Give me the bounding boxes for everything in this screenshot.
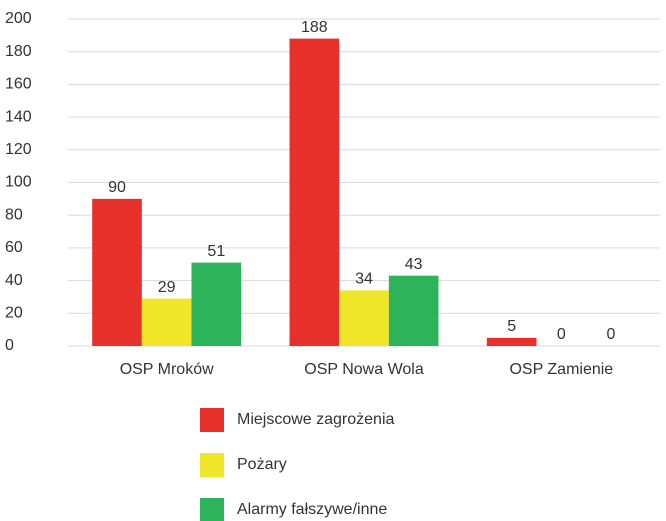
data-label: 0 xyxy=(557,326,566,343)
data-label: 51 xyxy=(207,243,225,260)
y-tick-label: 200 xyxy=(5,10,32,27)
bar xyxy=(486,337,537,346)
x-tick-label: OSP Nowa Wola xyxy=(304,361,424,378)
data-label: 5 xyxy=(507,318,516,335)
data-label: 29 xyxy=(158,279,176,296)
y-tick-label: 0 xyxy=(5,337,14,354)
legend-label: Pożary xyxy=(237,456,287,473)
legend-swatch xyxy=(200,498,224,521)
bar xyxy=(388,275,439,346)
y-tick-label: 160 xyxy=(5,76,32,93)
y-tick-label: 180 xyxy=(5,43,32,60)
bar xyxy=(289,38,340,347)
x-tick-label: OSP Zamienie xyxy=(509,361,613,378)
legend-swatch xyxy=(200,408,224,432)
data-label: 34 xyxy=(355,271,373,288)
bar xyxy=(92,198,142,346)
y-tick-label: 120 xyxy=(5,141,32,158)
data-label: 43 xyxy=(405,256,423,273)
legend-label: Miejscowe zagrożenia xyxy=(237,411,395,428)
bar xyxy=(191,262,242,346)
legend-swatch xyxy=(200,453,224,477)
y-tick-label: 40 xyxy=(5,272,23,289)
y-tick-label: 20 xyxy=(5,305,23,322)
y-tick-label: 80 xyxy=(5,206,23,223)
bar xyxy=(141,298,192,346)
y-tick-label: 140 xyxy=(5,108,32,125)
data-label: 0 xyxy=(607,326,616,343)
data-label: 188 xyxy=(301,19,328,36)
bar xyxy=(339,290,389,346)
legend-label: Alarmy fałszywe/inne xyxy=(237,501,387,518)
x-tick-label: OSP Mroków xyxy=(120,361,214,378)
y-tick-label: 100 xyxy=(5,174,32,191)
data-label: 90 xyxy=(108,179,126,196)
y-tick-label: 60 xyxy=(5,239,23,256)
